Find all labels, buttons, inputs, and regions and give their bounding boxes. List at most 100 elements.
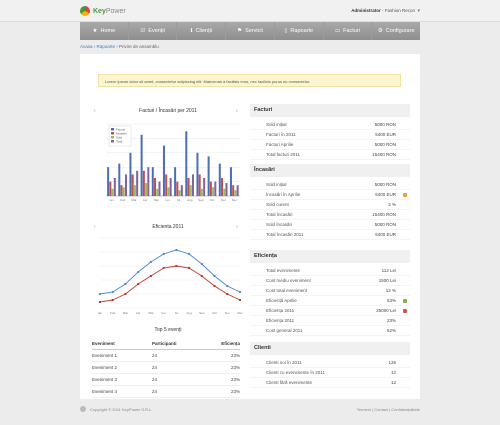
- data-point[interactable]: [175, 248, 178, 252]
- data-point[interactable]: [137, 270, 140, 274]
- bar[interactable]: [198, 174, 201, 196]
- bar[interactable]: [185, 131, 188, 196]
- bar[interactable]: [176, 181, 179, 196]
- chevron-down-icon[interactable]: ▾: [417, 8, 420, 14]
- data-point[interactable]: [99, 301, 101, 303]
- bar[interactable]: [113, 178, 116, 196]
- nav-item-3[interactable]: ⚑ Servicii: [226, 22, 275, 40]
- bar[interactable]: [167, 187, 170, 196]
- bar[interactable]: [156, 188, 159, 196]
- data-point[interactable]: [200, 275, 203, 277]
- bar[interactable]: [151, 167, 154, 196]
- bar[interactable]: [120, 185, 123, 196]
- user-menu[interactable]: Administrator - Fashion Recon: [351, 8, 415, 13]
- nav-item-6[interactable]: ⚙ Configurare: [372, 22, 420, 40]
- data-point[interactable]: [124, 282, 127, 286]
- bar[interactable]: [180, 185, 183, 196]
- data-point[interactable]: [226, 293, 229, 295]
- data-point[interactable]: [213, 274, 216, 278]
- table-cell: 24: [152, 353, 158, 358]
- nav-item-2[interactable]: ℹ Clienții: [177, 22, 227, 40]
- data-point[interactable]: [238, 290, 242, 294]
- bar[interactable]: [165, 174, 168, 196]
- bar[interactable]: [169, 178, 172, 196]
- data-point[interactable]: [188, 267, 191, 269]
- bar[interactable]: [109, 181, 112, 196]
- table-row[interactable]: Eveniment 3 24 23%: [92, 374, 240, 386]
- bar[interactable]: [225, 183, 228, 196]
- app-logo[interactable]: KeyPower: [80, 6, 126, 16]
- bar[interactable]: [223, 188, 226, 196]
- nav-item-5[interactable]: ▭ Facturi: [324, 22, 373, 40]
- bar[interactable]: [174, 167, 177, 196]
- data-point[interactable]: [162, 252, 165, 256]
- panel-row-value: 12 %: [385, 288, 396, 293]
- bar[interactable]: [124, 174, 127, 196]
- bar[interactable]: [154, 178, 157, 196]
- nav-item-4[interactable]: ▯ Rapoarte: [275, 22, 324, 40]
- bar[interactable]: [111, 188, 114, 196]
- data-point[interactable]: [98, 292, 102, 296]
- table-row[interactable]: Eveniment 1 24 23%: [92, 350, 240, 362]
- bar[interactable]: [191, 174, 194, 196]
- data-point[interactable]: [187, 252, 191, 256]
- bar[interactable]: [142, 170, 145, 196]
- data-point[interactable]: [111, 299, 114, 301]
- bar[interactable]: [221, 178, 224, 196]
- bar[interactable]: [133, 185, 136, 196]
- bar[interactable]: [200, 188, 203, 196]
- bar[interactable]: [236, 185, 239, 196]
- bar[interactable]: [196, 152, 199, 196]
- bar[interactable]: [218, 163, 221, 196]
- prev-arrow-icon[interactable]: ‹: [94, 108, 96, 114]
- bar[interactable]: [136, 170, 139, 196]
- data-point[interactable]: [226, 284, 229, 288]
- panel-row: Încasări în Aprilie 5400 EUR: [250, 190, 410, 200]
- nav-item-0[interactable]: ★ Home: [80, 22, 129, 40]
- bar[interactable]: [234, 190, 237, 196]
- bar[interactable]: [129, 152, 132, 196]
- next-arrow-icon[interactable]: ›: [236, 224, 238, 230]
- bar[interactable]: [118, 163, 121, 196]
- data-point[interactable]: [175, 265, 178, 267]
- data-point[interactable]: [200, 262, 203, 266]
- data-point[interactable]: [124, 293, 127, 295]
- bar[interactable]: [145, 183, 148, 196]
- data-point[interactable]: [149, 260, 153, 264]
- bar[interactable]: [209, 181, 212, 196]
- bar[interactable]: [107, 167, 110, 196]
- bar[interactable]: [162, 145, 165, 196]
- table-row[interactable]: Eveniment 2 24 23%: [92, 362, 240, 374]
- bar[interactable]: [122, 187, 125, 196]
- nav-item-1[interactable]: ☑ Evenții: [129, 22, 178, 40]
- breadcrumb-section[interactable]: Rapoarte: [96, 44, 116, 49]
- bar[interactable]: [187, 178, 190, 196]
- bar[interactable]: [207, 156, 210, 196]
- bar[interactable]: [229, 167, 232, 196]
- data-point[interactable]: [162, 267, 165, 269]
- bar[interactable]: [147, 167, 150, 196]
- data-point[interactable]: [137, 283, 140, 285]
- bar[interactable]: [189, 185, 192, 196]
- bar[interactable]: [178, 190, 181, 196]
- bar[interactable]: [214, 181, 217, 196]
- next-arrow-icon[interactable]: ›: [236, 108, 238, 114]
- data-point[interactable]: [239, 299, 241, 301]
- main-nav: ★ Home ☑ Evenții ℹ Clienții ⚑ Servicii ▯ Rapoarte…: [80, 22, 420, 40]
- table-row[interactable]: Eveniment 4 24 23%: [92, 386, 240, 398]
- nav-label: Facturi: [343, 28, 360, 34]
- data-point[interactable]: [213, 285, 216, 287]
- footer-links[interactable]: Termeni | Contact | Confidențialitate: [356, 407, 420, 412]
- bar[interactable]: [158, 181, 161, 196]
- data-point[interactable]: [111, 290, 114, 294]
- data-point[interactable]: [149, 275, 152, 277]
- breadcrumb-home[interactable]: Acasa: [80, 44, 93, 49]
- prev-arrow-icon[interactable]: ‹: [94, 224, 96, 230]
- bar[interactable]: [140, 134, 143, 196]
- bar[interactable]: [212, 187, 215, 196]
- bar[interactable]: [131, 174, 134, 196]
- bar[interactable]: [203, 178, 206, 196]
- panel-row-value: 12: [390, 380, 396, 385]
- panel-row: Total evenimente 112 Lei: [250, 266, 410, 276]
- bar[interactable]: [232, 185, 235, 196]
